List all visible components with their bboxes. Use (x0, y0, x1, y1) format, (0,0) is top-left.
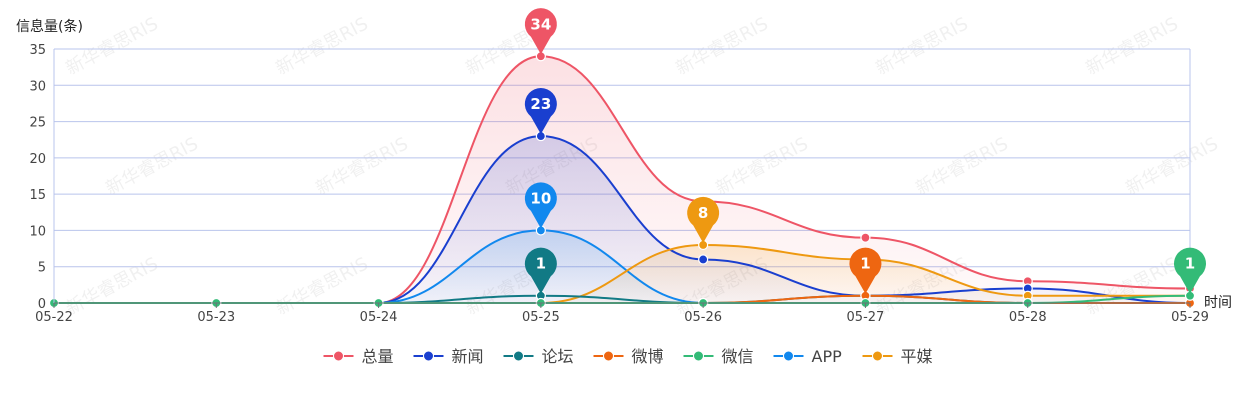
data-point-新闻[interactable] (698, 254, 709, 265)
pin-label: 1 (1185, 255, 1195, 273)
legend-marker (333, 350, 344, 362)
pin-label: 8 (698, 204, 708, 222)
y-tick-label: 35 (29, 43, 46, 58)
watermark-text: 新华睿思RIS (1082, 13, 1181, 79)
legend-label: 论坛 (542, 347, 574, 366)
watermark-text: 新华睿思RIS (62, 253, 161, 319)
legend-item-平媒[interactable]: 平媒 (862, 347, 933, 366)
legend-item-APP[interactable]: APP (773, 347, 843, 366)
legend-item-新闻[interactable]: 新闻 (413, 347, 484, 366)
max-pin-总量: 34 (524, 8, 557, 55)
watermark-text: 新华睿思RIS (712, 133, 811, 199)
legend-label: 微博 (632, 347, 664, 366)
max-pin-平媒: 8 (687, 196, 720, 243)
pin-label: 34 (530, 15, 551, 33)
x-tick-label: 05-29 (1171, 310, 1209, 325)
legend-item-总量[interactable]: 总量 (323, 347, 394, 366)
watermark-text: 新华睿思RIS (872, 13, 971, 79)
x-axis-title: 时间 (1204, 295, 1232, 311)
pin-shape (524, 182, 557, 229)
legend-marker (872, 350, 883, 362)
legend-item-论坛[interactable]: 论坛 (503, 347, 574, 366)
watermark-text: 新华睿思RIS (272, 253, 371, 319)
y-tick-label: 5 (38, 261, 46, 276)
y-tick-label: 25 (29, 116, 46, 131)
legend-marker (513, 350, 524, 362)
series-area-新闻 (54, 136, 1190, 303)
legend-label: 微信 (722, 347, 754, 366)
legend-marker (423, 350, 434, 362)
x-tick-label: 05-24 (360, 310, 398, 325)
legend-label: 平媒 (901, 347, 933, 366)
x-tick-label: 05-26 (684, 310, 722, 325)
pin-shape (524, 247, 557, 294)
watermark-text: 新华睿思RIS (1122, 133, 1221, 199)
x-tick-label: 05-28 (1009, 310, 1047, 325)
max-pin-APP: 10 (524, 182, 557, 229)
x-tick-label: 05-27 (847, 310, 885, 325)
pin-shape (524, 88, 557, 135)
pin-label: 10 (530, 189, 551, 207)
watermark-text: 新华睿思RIS (672, 13, 771, 79)
x-tick-label: 05-22 (35, 310, 73, 325)
y-tick-label: 20 (29, 152, 46, 167)
series-area-总量 (54, 56, 1190, 303)
legend-item-微博[interactable]: 微博 (593, 347, 664, 366)
legend-marker (783, 350, 794, 362)
watermark-text: 新华睿思RIS (312, 133, 411, 199)
watermark-text: 新华睿思RIS (272, 13, 371, 79)
watermark-text: 新华睿思RIS (912, 133, 1011, 199)
pin-label: 1 (860, 255, 870, 273)
pin-shape (524, 8, 557, 55)
y-tick-label: 30 (29, 79, 46, 94)
max-pin-微博: 1 (849, 247, 882, 294)
y-tick-label: 10 (29, 224, 46, 239)
y-axis-title: 信息量(条) (16, 18, 83, 35)
legend-label: 新闻 (452, 347, 484, 366)
y-tick-label: 15 (29, 188, 46, 203)
data-point-总量[interactable] (860, 232, 871, 243)
max-pin-论坛: 1 (524, 247, 557, 294)
max-pin-微信: 1 (1174, 247, 1206, 294)
legend-marker (603, 350, 614, 362)
x-tick-label: 05-23 (197, 310, 235, 325)
max-pin-新闻: 23 (524, 88, 557, 135)
pin-label: 23 (530, 95, 551, 113)
pin-label: 1 (536, 255, 546, 273)
legend-label: APP (812, 347, 843, 366)
watermark-text: 新华睿思RIS (102, 133, 201, 199)
pin-shape (849, 247, 882, 294)
legend-item-微信[interactable]: 微信 (683, 347, 754, 366)
pin-shape (687, 196, 720, 243)
x-tick-label: 05-25 (522, 310, 560, 325)
pin-shape (1174, 247, 1206, 294)
legend-label: 总量 (362, 347, 394, 366)
legend-marker (693, 350, 704, 362)
y-tick-label: 0 (38, 297, 46, 312)
